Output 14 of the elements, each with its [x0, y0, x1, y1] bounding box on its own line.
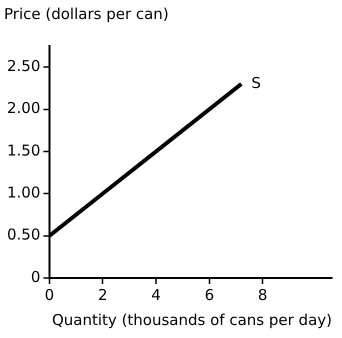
y-tick-label: 2.00: [6, 99, 40, 118]
x-tick-label: 0: [44, 286, 54, 304]
series-label: S: [251, 74, 261, 92]
y-tick-label: 1.00: [6, 184, 40, 202]
y-tick-label: 0: [30, 268, 40, 286]
y-tick-label: 1.50: [6, 141, 40, 160]
chart-title: Price (dollars per can): [4, 4, 169, 23]
x-tick-label: 8: [258, 286, 268, 304]
x-tick-label: 2: [98, 286, 108, 304]
x-tick-label: 6: [204, 286, 214, 304]
y-tick-label: 2.50: [6, 56, 40, 75]
x-tick-label: 4: [151, 286, 161, 304]
y-tick-label: 0.50: [6, 226, 40, 244]
x-axis-title: Quantity (thousands of cans per day): [52, 310, 332, 329]
